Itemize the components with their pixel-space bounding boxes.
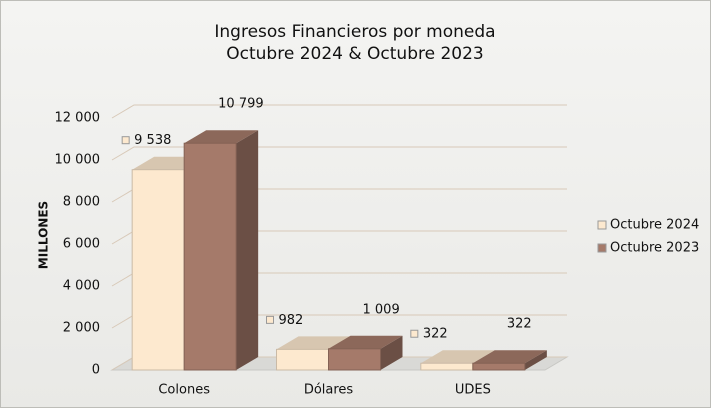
data-label: 10 799	[218, 97, 264, 112]
label-key	[266, 315, 274, 324]
legend-key	[597, 220, 607, 230]
x-tick-label: Dólares	[304, 383, 354, 398]
y-tick-label: 4 000	[63, 279, 100, 294]
bar	[183, 142, 237, 371]
legend-label: Octubre 2024	[610, 218, 699, 233]
bar-top	[420, 350, 495, 364]
chart-subtitle: Octubre 2024 & Octubre 2023	[226, 44, 483, 64]
grid-line	[111, 104, 567, 119]
data-label: 982	[279, 313, 304, 328]
bar	[420, 362, 474, 371]
bar-top	[184, 130, 259, 144]
bar	[131, 169, 185, 371]
y-tick-label: 2 000	[63, 321, 100, 336]
legend-label: Octubre 2023	[610, 241, 699, 256]
legend-key	[597, 243, 607, 253]
y-tick-label: 8 000	[63, 195, 100, 210]
data-label: 9 538	[134, 133, 171, 148]
bar-side	[524, 350, 547, 370]
data-label: 322	[423, 327, 448, 342]
chart-title: Ingresos Financieros por moneda	[214, 22, 495, 42]
label-key	[410, 329, 419, 338]
bar-side	[380, 335, 403, 370]
bar	[472, 362, 526, 371]
y-axis-label: MILLONES	[37, 201, 51, 269]
bar-top	[472, 350, 547, 364]
bar-side	[236, 130, 259, 370]
y-tick-label: 6 000	[63, 237, 100, 252]
data-label: 322	[507, 317, 532, 332]
grid-line	[111, 146, 567, 161]
x-tick-label: UDES	[455, 383, 491, 398]
data-label: 1 009	[363, 302, 400, 317]
label-key	[121, 136, 130, 145]
y-tick-label: 0	[92, 363, 100, 378]
bar-top	[276, 336, 351, 350]
x-tick-label: Colones	[158, 383, 210, 398]
y-tick-label: 10 000	[55, 153, 101, 168]
bar	[276, 348, 329, 371]
bar-top	[328, 335, 403, 349]
y-tick-label: 12 000	[55, 111, 101, 126]
bar	[328, 348, 381, 371]
